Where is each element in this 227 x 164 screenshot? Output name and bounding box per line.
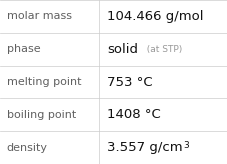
- Text: density: density: [7, 143, 48, 153]
- Text: 753 °C: 753 °C: [107, 75, 152, 89]
- Text: phase: phase: [7, 44, 40, 54]
- Text: molar mass: molar mass: [7, 11, 72, 21]
- Text: 3.557 g/cm: 3.557 g/cm: [107, 141, 182, 154]
- Text: solid: solid: [107, 43, 138, 56]
- Text: (at STP): (at STP): [140, 45, 181, 54]
- Text: 3: 3: [182, 141, 188, 150]
- Text: boiling point: boiling point: [7, 110, 76, 120]
- Text: 104.466 g/mol: 104.466 g/mol: [107, 10, 203, 23]
- Text: melting point: melting point: [7, 77, 81, 87]
- Text: 1408 °C: 1408 °C: [107, 108, 160, 121]
